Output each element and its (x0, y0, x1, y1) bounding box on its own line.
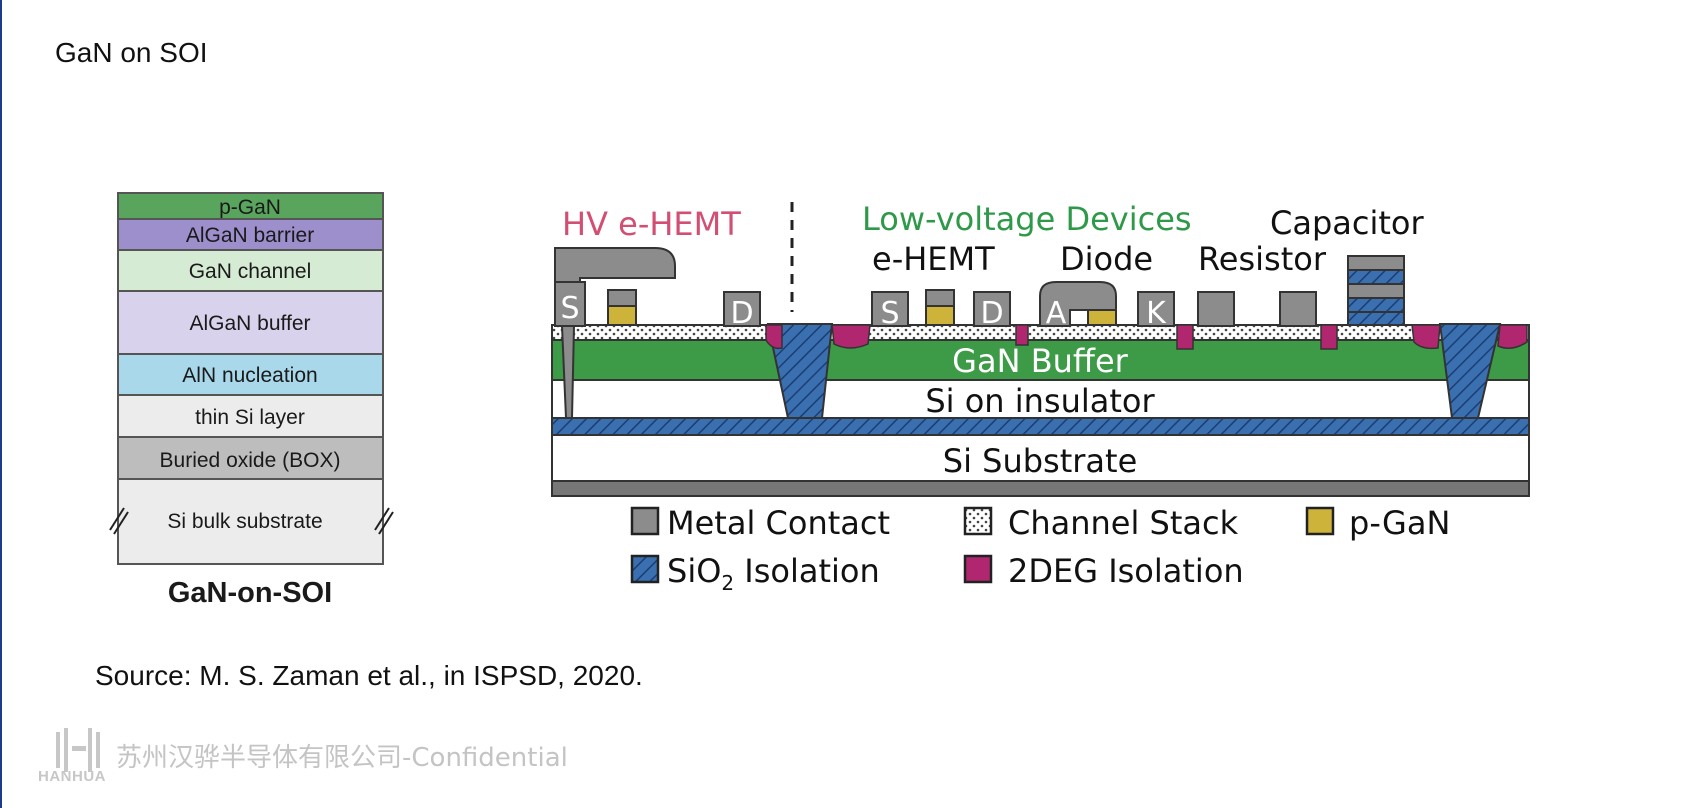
diode-cathode-contact (1137, 291, 1175, 327)
legend-label-sio2: SiO2 Isolation (667, 552, 880, 595)
stack-label-gan-channel: GaN channel (189, 260, 312, 283)
deg2-iso-7 (1497, 324, 1528, 349)
legend: Metal Contact Channel Stack p-GaN SiO2 I… (630, 504, 1450, 595)
capacitor-base (1347, 311, 1405, 326)
hv-ehemt-label: HV e-HEMT (562, 205, 741, 243)
diode-anode (1039, 281, 1117, 327)
diode-anode-terminal: A (1046, 296, 1067, 331)
deg2-iso-5 (1320, 324, 1338, 350)
soi-label: Si on insulator (925, 382, 1155, 420)
legend-swatch-2deg (963, 554, 993, 584)
lv-drain-contact (973, 291, 1011, 327)
lv-source-terminal: S (880, 296, 899, 331)
hv-source-via (560, 325, 576, 419)
legend-label-metal: Metal Contact (667, 504, 890, 542)
lv-source-contact (871, 291, 909, 327)
sio2-trench-right (1438, 323, 1502, 419)
channel-stack-layer (551, 324, 1530, 341)
stack-layer-box (117, 436, 384, 480)
deg2-iso-2 (831, 324, 871, 349)
legend-swatch-pgan (1305, 506, 1335, 536)
legend-swatch-channel (963, 506, 993, 536)
capacitor-dielectric-2 (1347, 297, 1405, 313)
soi-layer (551, 379, 1530, 419)
hv-source-terminal: S (560, 291, 579, 326)
break-mark-right-icon (374, 507, 394, 535)
stack-layer-algan-buffer (117, 290, 384, 355)
stack-layer-si-bulk (117, 478, 384, 565)
stack-layer-gan-channel (117, 249, 384, 292)
low-voltage-label: Low-voltage Devices (862, 200, 1192, 238)
si-substrate-label: Si Substrate (943, 442, 1138, 480)
legend-label-2deg: 2DEG Isolation (1008, 552, 1244, 590)
lv-gate-pgan (925, 305, 955, 326)
box-layer (551, 417, 1530, 436)
hv-gate-pgan (607, 305, 637, 326)
lv-gate-metal (925, 289, 955, 307)
lv-drain-terminal: D (980, 296, 1003, 331)
stack-layer-thin-si (117, 394, 384, 438)
deg2-iso-6 (1411, 324, 1441, 350)
capacitor-label: Capacitor (1270, 204, 1424, 242)
stack-label-si-bulk: Si bulk substrate (167, 510, 322, 533)
stack-label-algan-barrier: AlGaN barrier (186, 224, 314, 247)
diode-pgan (1087, 309, 1117, 326)
break-mark-left-icon (109, 507, 129, 535)
gan-buffer-layer (551, 339, 1530, 381)
hanhua-logo-text: HANHUA (38, 768, 106, 785)
stack-label-aln-nucleation: AlN nucleation (182, 364, 317, 387)
resistor-label: Resistor (1198, 240, 1327, 278)
slide-left-border (0, 0, 2, 808)
stack-layer-aln-nucleation (117, 353, 384, 396)
hv-gate-metal (607, 289, 637, 307)
diode-label: Diode (1060, 240, 1153, 278)
capacitor-dielectric-1 (1347, 269, 1405, 285)
hv-drain-contact (723, 291, 761, 327)
deg2-iso-3 (1015, 324, 1029, 346)
deg2-iso-4 (1176, 324, 1194, 350)
sio2-trench-left (766, 323, 834, 419)
capacitor-plate-mid (1347, 283, 1405, 299)
stack-label-thin-si: thin Si layer (195, 406, 305, 429)
diode-cathode-terminal: K (1146, 296, 1167, 331)
confidential-footer: 苏州汉骅半导体有限公司-Confidential (116, 743, 568, 773)
resistor-contact-right (1279, 291, 1317, 327)
stack-label-box: Buried oxide (BOX) (160, 449, 341, 472)
capacitor-plate-top (1347, 255, 1405, 271)
stack-layer-p-gan (117, 192, 384, 220)
stack-caption: GaN-on-SOI (168, 577, 332, 609)
legend-swatch-metal (630, 506, 660, 536)
source-citation: Source: M. S. Zaman et al., in ISPSD, 20… (95, 660, 643, 691)
legend-label-channel: Channel Stack (1008, 504, 1239, 542)
legend-label-pgan: p-GaN (1349, 504, 1450, 542)
stack-label-p-gan: p-GaN (219, 196, 281, 219)
legend-swatch-sio2 (630, 554, 660, 584)
deg2-iso-1 (765, 324, 783, 350)
ehemt-label: e-HEMT (872, 240, 995, 278)
base-plate (551, 479, 1530, 497)
cross-section: HV e-HEMT Low-voltage Devices e-HEMT Dio… (551, 200, 1530, 497)
slide-title: GaN on SOI (55, 37, 208, 68)
resistor-contact-left (1197, 291, 1235, 327)
hv-drain-terminal: D (730, 296, 753, 331)
gan-buffer-label: GaN Buffer (952, 342, 1128, 380)
layer-stack: p-GaN AlGaN barrier GaN channel AlGaN bu… (109, 192, 394, 609)
hanhua-logo-icon (56, 728, 100, 772)
stack-label-algan-buffer: AlGaN buffer (189, 312, 310, 335)
